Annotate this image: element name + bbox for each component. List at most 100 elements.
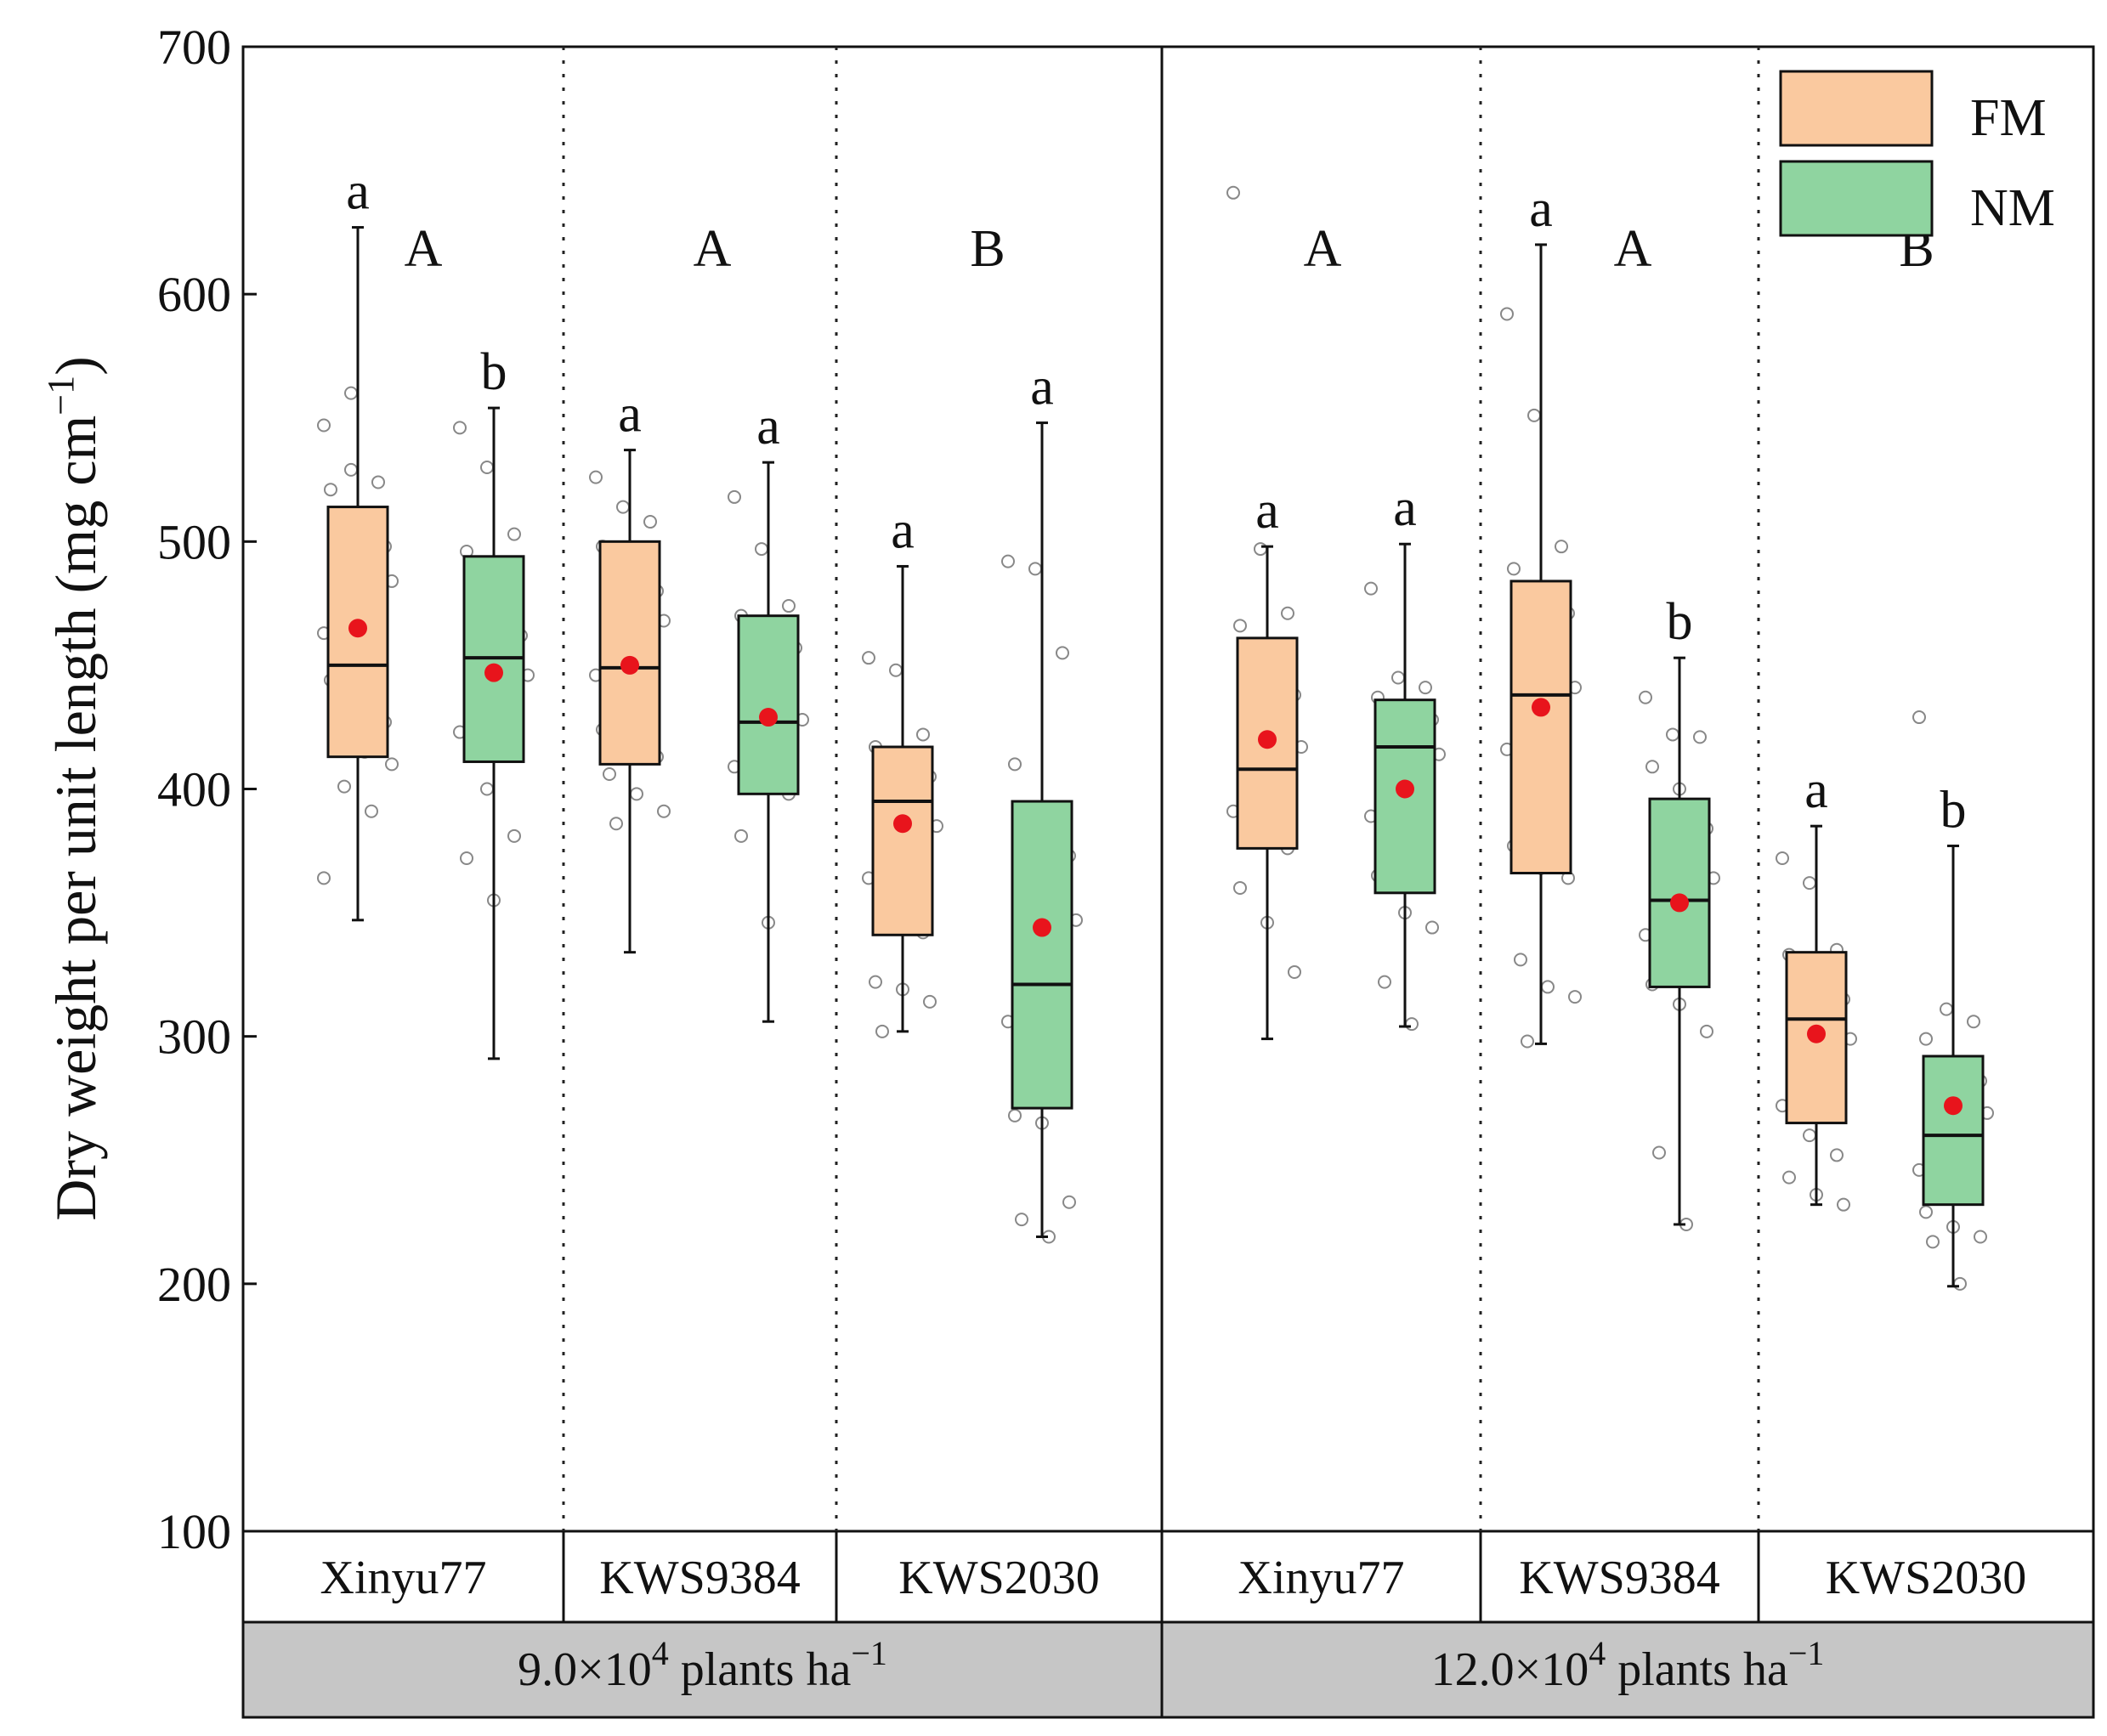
data-point: [1830, 1148, 1844, 1162]
data-point: [1953, 1276, 1967, 1291]
mean-marker: [1532, 698, 1550, 717]
y-tick-label: 600: [157, 267, 231, 322]
data-point: [344, 386, 358, 400]
data-point: [1281, 606, 1294, 620]
density-unit: plants ha: [669, 1643, 852, 1696]
cultivar-labels: Xinyu77 KWS9384 KWS2030 Xinyu77 KWS9384 KWS20…: [320, 1552, 2027, 1604]
data-point: [875, 1024, 889, 1038]
data-point: [460, 851, 473, 866]
data-point: [1226, 185, 1240, 200]
data-point: [1514, 953, 1527, 967]
y-tick-label: 200: [157, 1257, 231, 1312]
data-point: [1015, 1213, 1028, 1227]
density-labels: 9.0×104 plants ha−1 12.0×104 plants ha−1: [518, 1634, 1824, 1696]
y-tick-label: 700: [157, 20, 231, 75]
data-point: [1378, 975, 1391, 989]
data-point: [1541, 980, 1555, 994]
box-fm: [598, 540, 661, 766]
y-axis-label: Dry weight per unit length (mg cm−1): [40, 356, 108, 1221]
data-point: [324, 483, 337, 497]
cultivar-letter: A: [1304, 220, 1342, 278]
data-point: [365, 804, 378, 818]
data-point: [643, 515, 657, 529]
mean-marker: [620, 655, 639, 675]
data-point: [616, 500, 630, 514]
data-point: [1782, 1170, 1796, 1185]
data-point: [1776, 851, 1789, 866]
box-fm: [871, 745, 934, 936]
y-axis: 100 200 300 400 500 600 700: [157, 20, 257, 1559]
data-point: [1639, 690, 1652, 704]
data-point: [1391, 670, 1405, 685]
cultivar-label: Xinyu77: [320, 1552, 487, 1604]
data-point: [1555, 540, 1568, 554]
data-point: [1364, 581, 1378, 596]
mean-marker: [1944, 1096, 1963, 1116]
data-point: [728, 489, 741, 504]
data-point: [1803, 876, 1816, 891]
data-point: [371, 475, 385, 489]
data-point: [1419, 681, 1432, 695]
data-point: [1062, 1195, 1076, 1209]
box-nm: [1011, 800, 1073, 1110]
significance-letter: a: [1804, 761, 1828, 819]
significance-letter: a: [1393, 479, 1417, 537]
data-point: [317, 871, 331, 885]
density-value: 9.0×10: [518, 1643, 652, 1696]
data-point: [657, 804, 671, 818]
legend: FM NM: [1779, 70, 2055, 237]
significance-letter: b: [481, 343, 507, 401]
y-tick-label: 100: [157, 1504, 231, 1559]
data-point: [385, 757, 399, 772]
significance-letter: a: [1030, 359, 1054, 416]
data-point: [589, 470, 603, 484]
legend-swatch-nm: [1779, 160, 1934, 237]
mean-markers: [348, 619, 1963, 1116]
density-value: 12.0×10: [1431, 1643, 1589, 1696]
significance-letter: a: [891, 501, 915, 559]
density-band: [241, 1620, 2095, 1719]
data-point: [1507, 562, 1521, 576]
cultivar-letter: A: [1614, 220, 1652, 278]
significance-letter: a: [618, 386, 642, 444]
data-point: [1652, 1145, 1666, 1160]
density-label: 12.0×104 plants ha−1: [1431, 1634, 1825, 1696]
mean-marker: [484, 663, 503, 682]
data-point: [453, 421, 467, 435]
legend-label-fm: FM: [1970, 89, 2047, 147]
group-separators: [562, 47, 1760, 1717]
data-point: [1500, 307, 1514, 321]
density-exponent: 4: [1589, 1634, 1606, 1672]
data-point: [1008, 757, 1022, 772]
data-point: [1693, 730, 1707, 744]
y-axis-label-close: ): [43, 356, 108, 376]
data-point: [507, 828, 521, 843]
data-point: [916, 727, 930, 742]
data-point: [630, 787, 643, 801]
data-point: [480, 460, 494, 474]
y-tick-label: 300: [157, 1009, 231, 1065]
cultivar-label: Xinyu77: [1238, 1552, 1405, 1604]
density-unit-exponent: −1: [1788, 1634, 1825, 1672]
data-point: [1233, 880, 1247, 895]
box-nm: [737, 614, 800, 795]
cultivar-label: KWS9384: [599, 1552, 800, 1604]
data-point: [862, 651, 875, 665]
significance-letter: a: [346, 163, 370, 221]
mean-marker: [759, 708, 778, 727]
data-point: [1926, 1235, 1940, 1249]
data-point: [1837, 1197, 1850, 1212]
data-point: [1974, 1230, 1987, 1244]
legend-label-nm: NM: [1970, 179, 2055, 237]
data-point: [480, 782, 494, 796]
mean-marker: [348, 619, 367, 638]
density-unit: plants ha: [1606, 1643, 1788, 1696]
data-point: [507, 527, 521, 541]
data-point: [344, 462, 358, 477]
data-point: [869, 975, 882, 989]
data-point: [1028, 562, 1042, 576]
density-unit-exponent: −1: [851, 1634, 887, 1672]
boxes: [326, 226, 1985, 1288]
y-axis-label-main: Dry weight per unit length (mg cm: [43, 416, 108, 1221]
